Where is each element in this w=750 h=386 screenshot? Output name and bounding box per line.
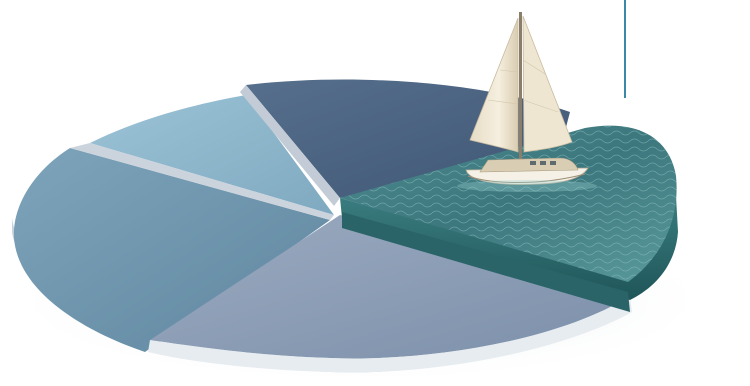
pie-slice-mid-blue — [13, 148, 331, 352]
accent-line — [624, 0, 626, 98]
pie-slice-dark-navy-edge — [240, 85, 340, 206]
pie-slice-grey-blue-front — [148, 296, 632, 373]
sailboat-icon — [457, 12, 597, 192]
pie-slice-light-blue — [90, 95, 334, 215]
pie-slice-grey-blue — [150, 215, 630, 359]
pie-slice-mid-blue-edge — [70, 143, 334, 220]
water-slice-front — [342, 212, 630, 312]
water-wave-icon — [340, 125, 677, 283]
water-slice-side — [340, 196, 678, 300]
